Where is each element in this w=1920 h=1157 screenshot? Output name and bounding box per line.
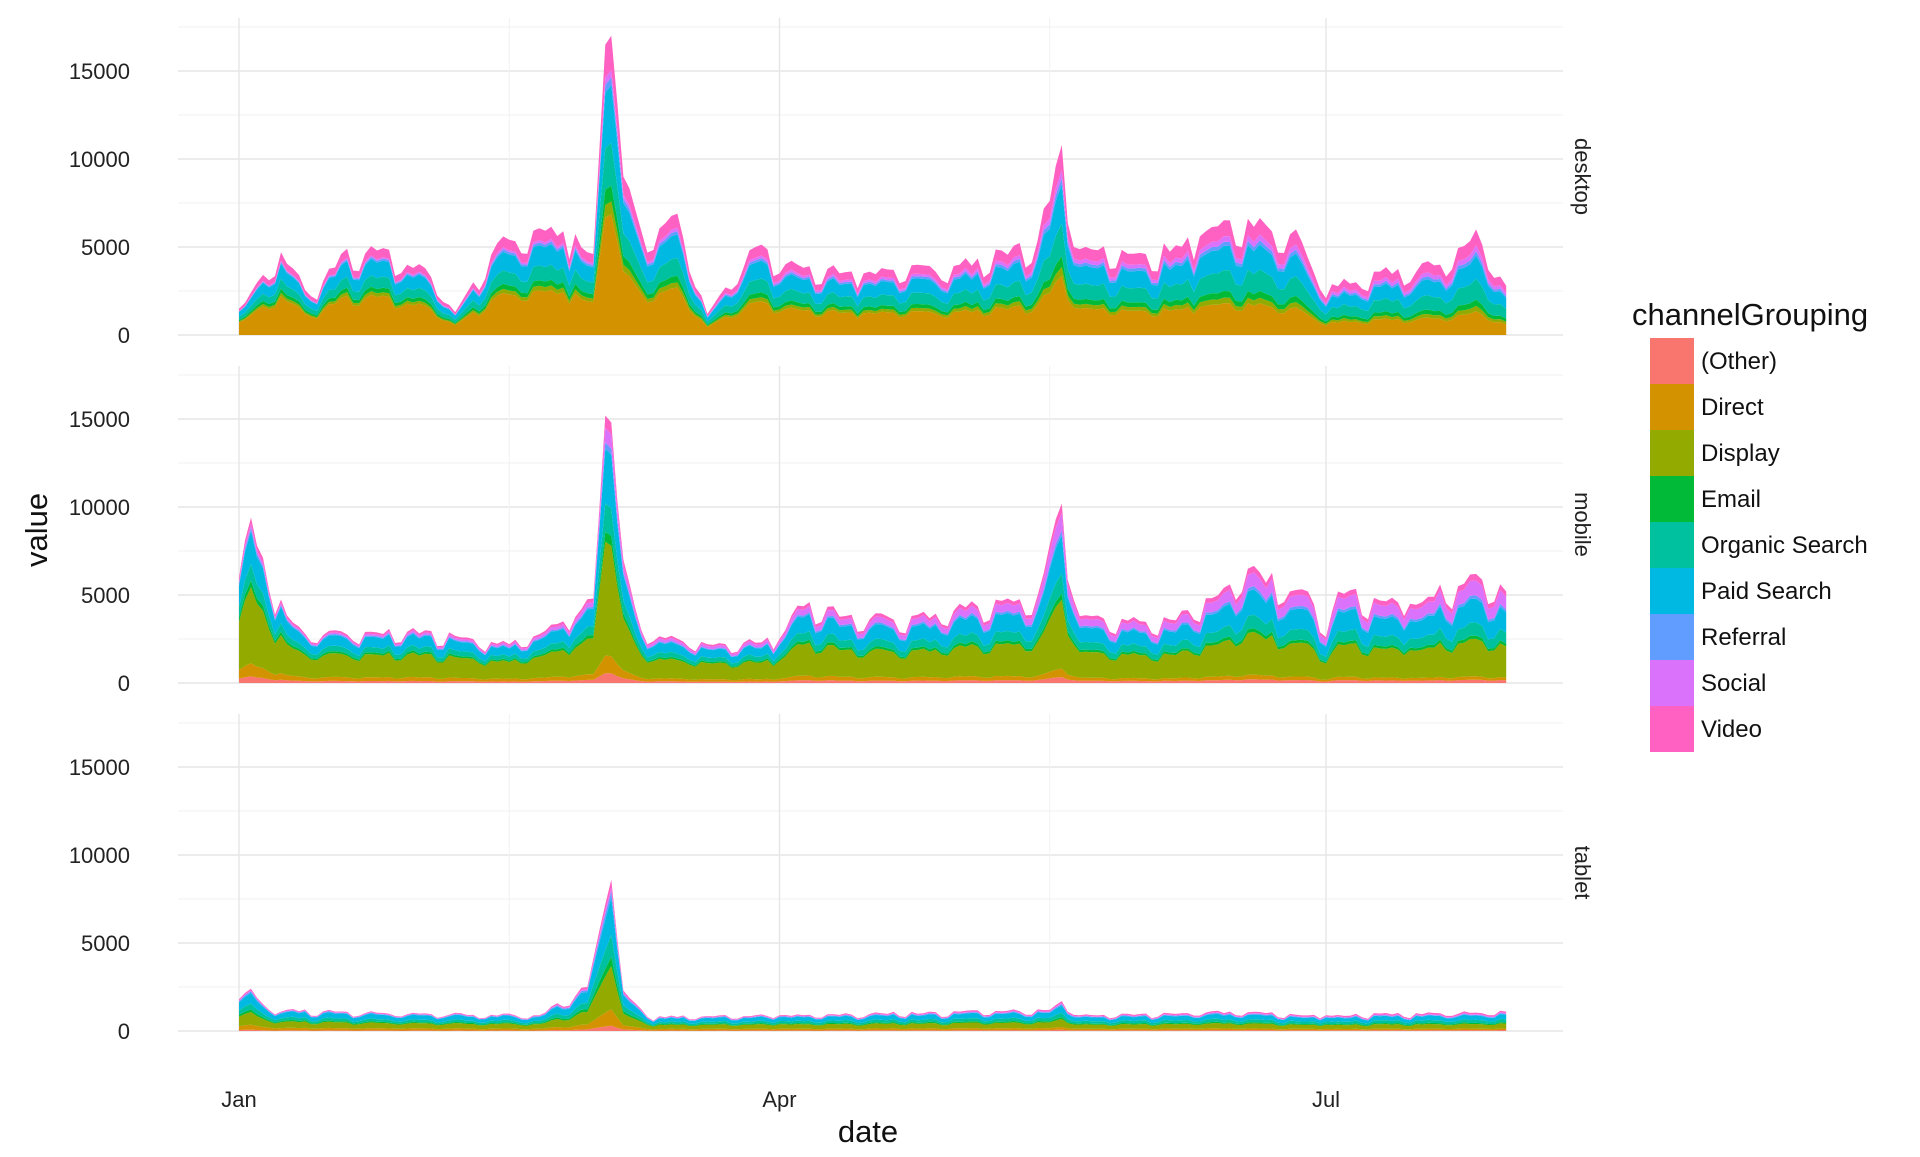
y-tick-label: 5000 bbox=[81, 235, 130, 260]
y-tick-label: 10000 bbox=[69, 495, 130, 520]
y-tick-label: 10000 bbox=[69, 147, 130, 172]
legend-title: channelGrouping bbox=[1632, 297, 1868, 332]
area-tablet-display bbox=[239, 966, 1507, 1030]
area-mobile-paid-search bbox=[239, 448, 1507, 664]
legend-key bbox=[1650, 614, 1694, 660]
legend-key bbox=[1650, 476, 1694, 522]
x-axis-title: date bbox=[838, 1114, 898, 1149]
legend-label: Direct bbox=[1701, 394, 1764, 421]
legend-label: (Other) bbox=[1701, 348, 1777, 375]
legend-key bbox=[1650, 430, 1694, 476]
area-mobile-organic-search bbox=[239, 503, 1507, 667]
area-mobile-email bbox=[239, 531, 1507, 668]
area-mobile-other bbox=[239, 673, 1507, 683]
area-desktop-paid-search bbox=[239, 85, 1507, 322]
area-mobile-direct bbox=[239, 655, 1507, 682]
legend-label: Display bbox=[1701, 440, 1780, 467]
y-tick-label: 0 bbox=[118, 671, 130, 696]
area-tablet-referral bbox=[239, 891, 1507, 1022]
facet-label-mobile: mobile bbox=[1570, 492, 1595, 557]
legend-label: Email bbox=[1701, 486, 1761, 513]
area-tablet-other bbox=[239, 1025, 1507, 1031]
area-mobile-social bbox=[239, 427, 1507, 657]
area-tablet-video bbox=[239, 879, 1507, 1022]
legend: channelGrouping (Other) Direct Display Emai… bbox=[1632, 297, 1868, 752]
legend-label: Social bbox=[1701, 670, 1766, 697]
y-tick-label: 10000 bbox=[69, 843, 130, 868]
area-tablet-organic-search bbox=[239, 934, 1507, 1026]
area-desktop-direct bbox=[239, 214, 1507, 335]
area-tablet-paid-search bbox=[239, 897, 1507, 1025]
area-layer bbox=[239, 35, 1507, 1031]
legend-label: Paid Search bbox=[1701, 578, 1832, 605]
legend-label: Video bbox=[1701, 716, 1762, 743]
legend-key bbox=[1650, 660, 1694, 706]
legend-label: Organic Search bbox=[1701, 532, 1868, 559]
y-tick-label: 0 bbox=[118, 323, 130, 348]
area-desktop-organic-search bbox=[239, 142, 1507, 325]
x-tick-label: Jan bbox=[221, 1087, 256, 1112]
y-tick-label: 0 bbox=[118, 1019, 130, 1044]
legend-key bbox=[1650, 338, 1694, 384]
x-tick-label: Jul bbox=[1312, 1087, 1340, 1112]
y-tick-label: 15000 bbox=[69, 755, 130, 780]
facet-label-desktop: desktop bbox=[1570, 138, 1595, 215]
area-tablet-direct bbox=[239, 1009, 1507, 1031]
legend-key bbox=[1650, 522, 1694, 568]
legend-items: (Other) Direct Display Email Organic Search P… bbox=[1650, 338, 1868, 752]
area-tablet-social bbox=[239, 887, 1507, 1022]
grid-layer bbox=[178, 18, 1563, 1032]
legend-key bbox=[1650, 384, 1694, 430]
legend-label: Referral bbox=[1701, 624, 1786, 651]
y-axis-title: value bbox=[19, 493, 54, 567]
y-tick-label: 5000 bbox=[81, 583, 130, 608]
legend-key bbox=[1650, 706, 1694, 752]
y-tick-label: 15000 bbox=[69, 59, 130, 84]
x-tick-label: Apr bbox=[762, 1087, 796, 1112]
axis-layer: 0 5000 10000 15000 desktop 0 5000 10000 15000 mob… bbox=[69, 59, 1595, 1112]
legend-key bbox=[1650, 568, 1694, 614]
y-tick-label: 5000 bbox=[81, 931, 130, 956]
area-mobile-display bbox=[239, 541, 1507, 681]
y-tick-label: 15000 bbox=[69, 407, 130, 432]
facet-label-tablet: tablet bbox=[1570, 846, 1595, 900]
area-desktop-video bbox=[239, 35, 1507, 317]
